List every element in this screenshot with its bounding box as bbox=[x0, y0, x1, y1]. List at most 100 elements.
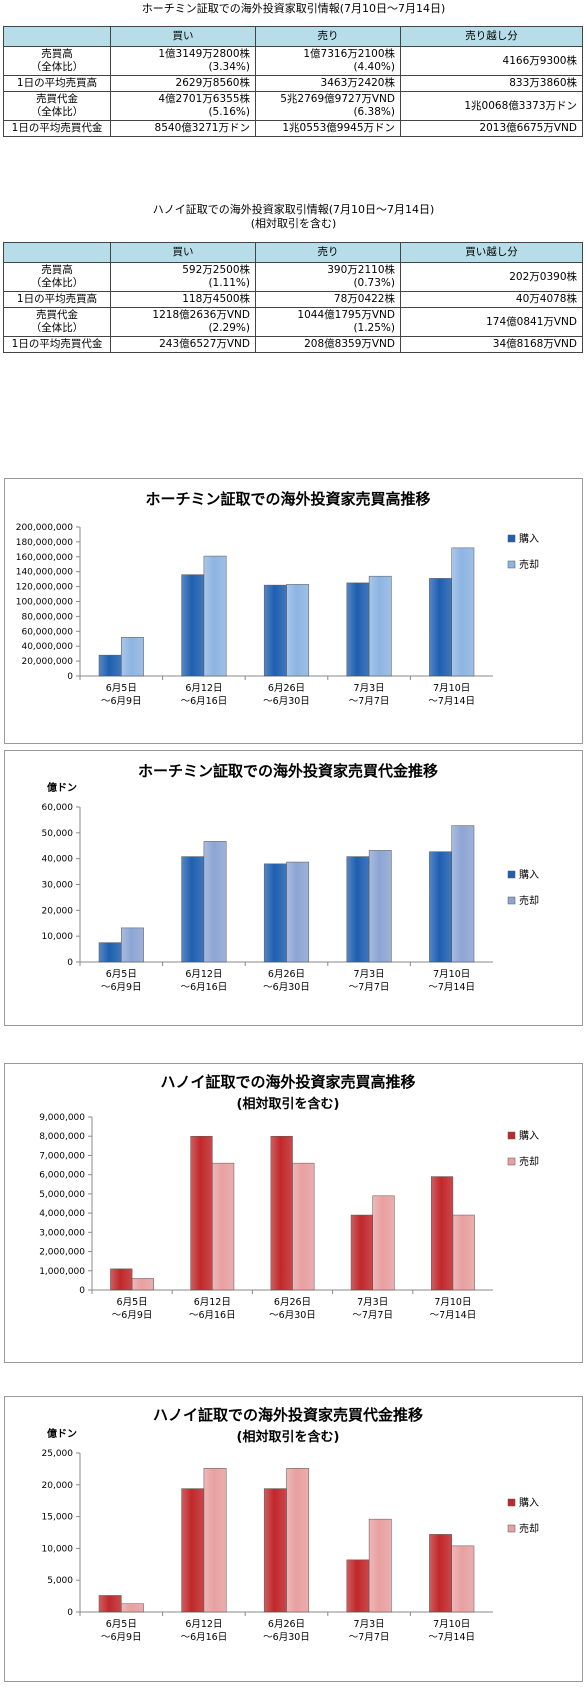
sell-cell-line: (0.73%) bbox=[353, 277, 395, 289]
legend-swatch bbox=[507, 896, 516, 905]
x-tick-label: 6月12日 bbox=[185, 1619, 222, 1630]
buy-cell-line: 4億2701万6355株 bbox=[158, 93, 250, 105]
sell-cell-line: 208億8359万VND bbox=[304, 338, 395, 350]
bar-購入 bbox=[181, 574, 205, 677]
x-tick-label: 〜7月7日 bbox=[349, 1632, 390, 1643]
hcm-value-chart: ホーチミン証取での海外投資家売買代金推移 億ドン 0 10,000 20,000 30,0… bbox=[4, 750, 583, 1026]
bar-購入 bbox=[350, 1214, 373, 1291]
header-cell-net: 買い越し分 bbox=[400, 242, 583, 263]
table-row: 1日の平均売買代金 243億6527万VND 208億8359万VND 34億8168… bbox=[3, 336, 583, 353]
bar-売却 bbox=[292, 1162, 315, 1291]
table-row: 売買代金 （全体比） 4億2701万6355株 (5.16%) 5兆2769億9727万… bbox=[3, 91, 583, 121]
x-tick-label: 〜7月14日 bbox=[428, 982, 475, 993]
x-tick-label: 〜6月30日 bbox=[263, 1632, 310, 1643]
chart-svg: ハノイ証取での海外投資家売買高推移 (相対取引を含む) 0 1,000,000 2,00… bbox=[39, 1073, 539, 1321]
bar-売却 bbox=[286, 861, 310, 963]
bar-購入 bbox=[181, 1488, 205, 1613]
y-tick-label: 180,000,000 bbox=[16, 538, 74, 548]
x-tick-label: 〜6月9日 bbox=[101, 1632, 142, 1643]
x-tick-label: 6月26日 bbox=[268, 969, 305, 980]
hanoi-table-title: ハノイ証取での海外投資家取引情報(7月10日〜7月14日) bbox=[152, 203, 435, 216]
y-tick-label: 7,000,000 bbox=[39, 1151, 85, 1161]
y-tick-label: 6,000,000 bbox=[39, 1171, 85, 1181]
x-tick-label: 〜7月7日 bbox=[349, 696, 390, 707]
y-tick-label: 20,000,000 bbox=[21, 657, 73, 667]
x-tick-label: 6月12日 bbox=[185, 969, 222, 980]
buy-cell: 8540億3271万ドン bbox=[110, 120, 256, 137]
bar-売却 bbox=[368, 575, 392, 677]
row-label-line: 1日の平均売買代金 bbox=[11, 338, 103, 350]
net-cell: 202万0390株 bbox=[400, 262, 583, 292]
bar-売却 bbox=[368, 1518, 392, 1613]
x-tick-label: 6月12日 bbox=[194, 1297, 231, 1308]
legend-label: 購入 bbox=[519, 1496, 539, 1509]
sell-cell-line: 1兆0553億9945万ドン bbox=[282, 122, 395, 134]
net-cell-line: 34億8168万VND bbox=[492, 338, 577, 350]
bar-売却 bbox=[368, 850, 392, 963]
y-tick-label: 40,000,000 bbox=[21, 642, 73, 652]
bar-売却 bbox=[121, 637, 144, 677]
row-label: 1日の平均売買代金 bbox=[3, 336, 111, 353]
row-label: 売買代金 （全体比） bbox=[3, 307, 111, 337]
y-tick-label: 5,000 bbox=[47, 1576, 73, 1586]
y-tick-label: 60,000 bbox=[42, 803, 74, 813]
sell-cell: 78万0422株 bbox=[255, 291, 401, 308]
row-label-line: 1日の平均売買高 bbox=[16, 293, 98, 305]
row-label-line: 売買代金 bbox=[36, 93, 78, 105]
y-tick-label: 0 bbox=[79, 1286, 85, 1296]
buy-cell: 243億6527万VND bbox=[110, 336, 256, 353]
row-label-line: （全体比） bbox=[30, 106, 84, 118]
hanoi-table-subtitle: (相対取引を含む) bbox=[250, 217, 337, 230]
x-tick-label: 6月12日 bbox=[185, 683, 222, 694]
bar-購入 bbox=[98, 654, 122, 677]
x-tick-label: 7月10日 bbox=[434, 1297, 471, 1308]
y-tick-label: 60,000,000 bbox=[21, 627, 73, 637]
x-tick-label: 〜6月16日 bbox=[181, 696, 228, 707]
buy-cell: 1億3149万2800株 (3.34%) bbox=[110, 46, 256, 76]
bar-売却 bbox=[451, 547, 475, 677]
x-tick-label: 〜6月16日 bbox=[189, 1310, 236, 1321]
net-cell-line: 40万4078株 bbox=[515, 293, 577, 305]
y-tick-label: 0 bbox=[67, 958, 73, 968]
y-tick-label: 3,000,000 bbox=[39, 1228, 85, 1238]
buy-cell-line: 243億6527万VND bbox=[159, 338, 250, 350]
sell-cell: 3463万2420株 bbox=[255, 75, 401, 92]
sell-cell-line: 78万0422株 bbox=[333, 293, 395, 305]
legend-swatch bbox=[507, 560, 516, 569]
sell-cell: 5兆2769億9727万VND (6.38%) bbox=[255, 91, 401, 121]
y-tick-label: 80,000,000 bbox=[21, 612, 73, 622]
hcm-table-title: ホーチミン証取での海外投資家取引情報(7月10日〜7月14日) bbox=[141, 2, 446, 15]
sell-cell: 1044億1795万VND (1.25%) bbox=[255, 307, 401, 337]
x-tick-label: 〜7月7日 bbox=[349, 982, 390, 993]
legend-swatch bbox=[507, 870, 516, 879]
y-tick-label: 40,000 bbox=[42, 855, 74, 865]
buy-cell-line: (2.29%) bbox=[208, 322, 250, 334]
row-label-line: （全体比） bbox=[30, 322, 84, 334]
bar-売却 bbox=[203, 555, 227, 677]
y-tick-label: 5,000,000 bbox=[39, 1190, 85, 1200]
y-tick-label: 0 bbox=[67, 672, 73, 682]
sell-cell-line: (4.40%) bbox=[353, 61, 395, 73]
buy-cell-line: 2629万8560株 bbox=[175, 77, 250, 89]
x-tick-label: 7月10日 bbox=[433, 969, 470, 980]
x-tick-label: 7月3日 bbox=[354, 969, 385, 980]
x-tick-label: 7月3日 bbox=[354, 683, 385, 694]
y-tick-label: 25,000 bbox=[42, 1449, 74, 1459]
bar-購入 bbox=[263, 1488, 287, 1613]
header-cell bbox=[3, 26, 111, 47]
chart-title: ホーチミン証取での海外投資家売買代金推移 bbox=[138, 762, 438, 780]
table-row: 売買高 （全体比） 592万2500株 (1.11%) 390万2110株 (0.73%)… bbox=[3, 262, 583, 292]
net-cell: 174億0841万VND bbox=[400, 307, 583, 337]
net-cell-line: 4166万9300株 bbox=[502, 54, 577, 67]
x-tick-label: 6月26日 bbox=[274, 1297, 311, 1308]
bar-購入 bbox=[98, 1595, 122, 1613]
buy-cell-line: 1億3149万2800株 bbox=[158, 48, 250, 60]
row-label: 1日の平均売買高 bbox=[3, 75, 111, 92]
bar-売却 bbox=[286, 584, 310, 677]
x-tick-label: 6月26日 bbox=[268, 1619, 305, 1630]
x-tick-label: 〜6月30日 bbox=[269, 1310, 316, 1321]
y-tick-label: 50,000 bbox=[42, 829, 74, 839]
buy-cell-line: (3.34%) bbox=[208, 61, 250, 73]
legend-swatch bbox=[507, 534, 516, 543]
